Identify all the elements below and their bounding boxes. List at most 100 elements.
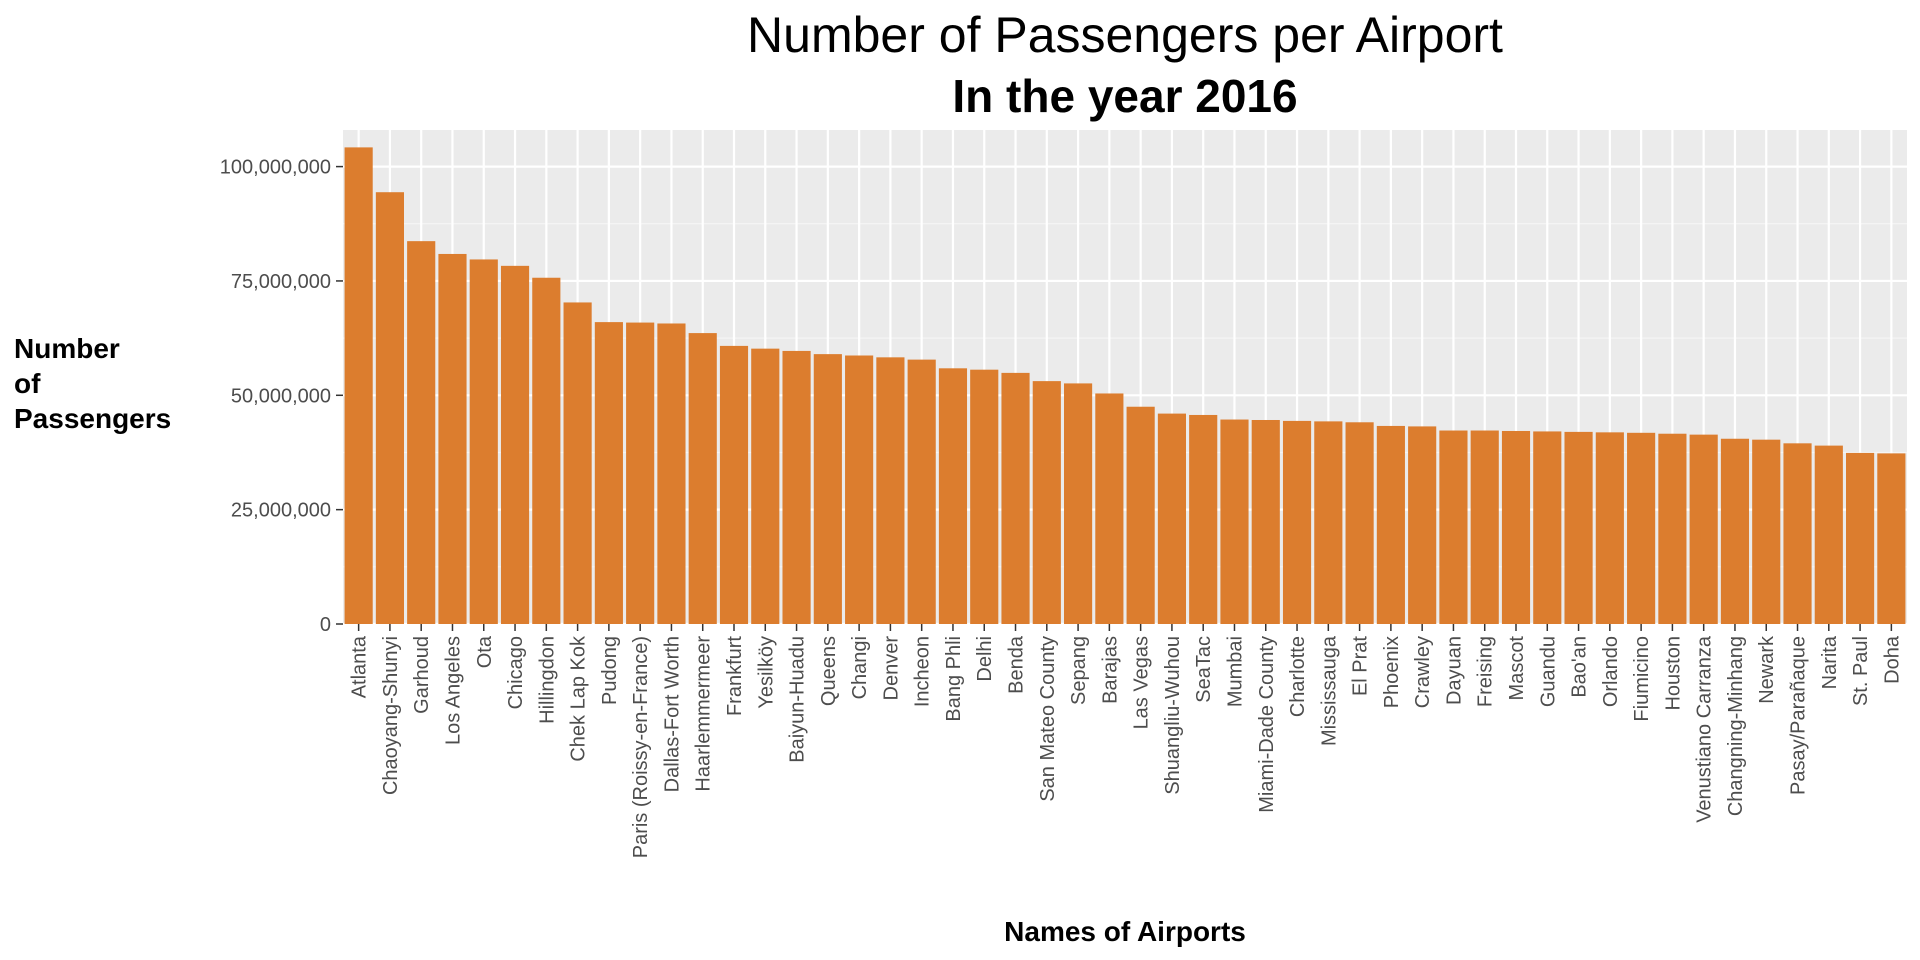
y-axis-title-line-1: Number <box>14 333 120 364</box>
bar <box>845 355 874 624</box>
bars <box>344 147 1906 625</box>
bar <box>876 357 905 624</box>
x-axis-title: Names of Airports <box>1004 916 1246 947</box>
bar <box>1064 383 1093 624</box>
bar <box>938 368 968 624</box>
bar <box>751 348 780 624</box>
x-tick-label: Los Angeles <box>442 636 464 745</box>
x-tick-label: Chicago <box>505 636 527 709</box>
bar <box>1314 421 1343 624</box>
bar <box>469 259 498 624</box>
bar <box>1595 432 1624 624</box>
bar <box>970 369 999 624</box>
bar <box>1157 413 1186 624</box>
bar <box>1564 431 1593 624</box>
x-tick-label: Las Vegas <box>1131 636 1153 729</box>
x-tick-label: Miami-Dade County <box>1256 636 1278 813</box>
y-axis: 0 25,000,000 50,000,000 75,000,000 100,000,0… <box>220 157 343 636</box>
x-tick-label: Baiyun-Huadu <box>787 636 809 763</box>
x-tick-label: Newark <box>1756 635 1778 704</box>
x-tick-label: Changning-Minhang <box>1725 636 1747 816</box>
x-tick-label: Yesilköy <box>755 636 777 709</box>
y-axis-title-line-2: of <box>14 368 41 399</box>
y-tick-label: 25,000,000 <box>231 500 331 522</box>
bar <box>1408 426 1437 624</box>
x-tick-label: Venustiano Carranza <box>1694 635 1716 823</box>
x-tick-label: Mascot <box>1506 636 1528 701</box>
x-tick-label: Benda <box>1006 635 1028 694</box>
x-tick-label: El Prat <box>1350 636 1372 696</box>
bar <box>1814 445 1843 624</box>
y-tick-label: 100,000,000 <box>220 157 331 179</box>
x-tick-label: St. Paul <box>1850 636 1872 706</box>
x-tick-label: Fiumicino <box>1631 636 1653 722</box>
bar <box>407 241 436 624</box>
x-tick-label: Dallas-Fort Worth <box>661 636 683 792</box>
y-axis-title-line-3: Passengers <box>14 403 171 434</box>
bar <box>813 354 842 624</box>
bar <box>594 322 623 624</box>
bar <box>1345 422 1374 624</box>
x-tick-label: Orlando <box>1600 636 1622 707</box>
y-tick-label: 0 <box>320 614 331 636</box>
x-tick-label: Paris (Roissy-en-France) <box>630 636 652 858</box>
x-tick-label: Guandu <box>1537 636 1559 707</box>
x-tick-label: Pasay/Parañaque <box>1788 636 1810 795</box>
x-tick-label: Frankfurt <box>724 636 746 716</box>
x-tick-label: Dayuan <box>1443 636 1465 705</box>
x-tick-label: Pudong <box>599 636 621 705</box>
bar <box>563 302 592 624</box>
x-tick-label: Garhoud <box>411 636 433 714</box>
x-tick-label: Hillingdon <box>536 636 558 724</box>
bar <box>1032 381 1061 624</box>
bar <box>657 323 686 624</box>
x-tick-label: Houston <box>1662 636 1684 711</box>
bar <box>344 147 373 625</box>
x-tick-label: Narita <box>1819 635 1841 689</box>
x-tick-label: Mississauga <box>1318 635 1340 746</box>
x-tick-label: Phoenix <box>1381 636 1403 708</box>
x-tick-label: San Mateo County <box>1037 636 1059 802</box>
x-tick-label: SeaTac <box>1193 636 1215 703</box>
x-tick-label: Freising <box>1475 636 1497 707</box>
bar <box>1689 434 1718 624</box>
bar <box>1126 406 1155 624</box>
x-tick-label: Barajas <box>1099 636 1121 704</box>
x-tick-label: Ota <box>474 635 496 668</box>
bar <box>907 359 936 624</box>
bar <box>1001 372 1030 624</box>
x-tick-label: Denver <box>880 636 902 701</box>
x-tick-label: Crawley <box>1412 636 1434 708</box>
bar <box>719 345 749 624</box>
bar <box>1752 439 1781 624</box>
x-tick-label: Delhi <box>974 636 996 682</box>
x-tick-label: Bao'an <box>1569 636 1591 698</box>
x-tick-label: Doha <box>1881 635 1903 684</box>
bar <box>1376 425 1405 624</box>
x-tick-label: Queens <box>818 636 840 706</box>
x-tick-label: Changi <box>849 636 871 699</box>
x-tick-label: Haarlemmermeer <box>693 636 715 792</box>
bar <box>438 253 467 625</box>
bar <box>1783 443 1812 624</box>
y-tick-label: 50,000,000 <box>231 385 331 407</box>
x-tick-label: Shuangliu-Wuhou <box>1162 636 1184 795</box>
bar <box>1251 419 1280 624</box>
chart-subtitle: In the year 2016 <box>952 70 1297 122</box>
bar <box>1877 453 1906 624</box>
x-tick-label: Chaoyang-Shunyi <box>380 636 402 795</box>
x-axis: Atlanta Chaoyang-Shunyi Garhoud Los Angeles… <box>349 624 1903 858</box>
chart-title: Number of Passengers per Airport <box>747 7 1503 63</box>
bar <box>1501 430 1531 624</box>
bar <box>1470 430 1499 624</box>
bar <box>532 277 561 624</box>
x-tick-label: Mumbai <box>1224 636 1246 707</box>
bar <box>688 333 717 624</box>
bar <box>375 192 404 625</box>
bar <box>1220 419 1249 624</box>
x-tick-label: Charlotte <box>1287 636 1309 717</box>
bar <box>1533 431 1562 624</box>
bar <box>1846 452 1875 624</box>
bar <box>1627 432 1656 624</box>
